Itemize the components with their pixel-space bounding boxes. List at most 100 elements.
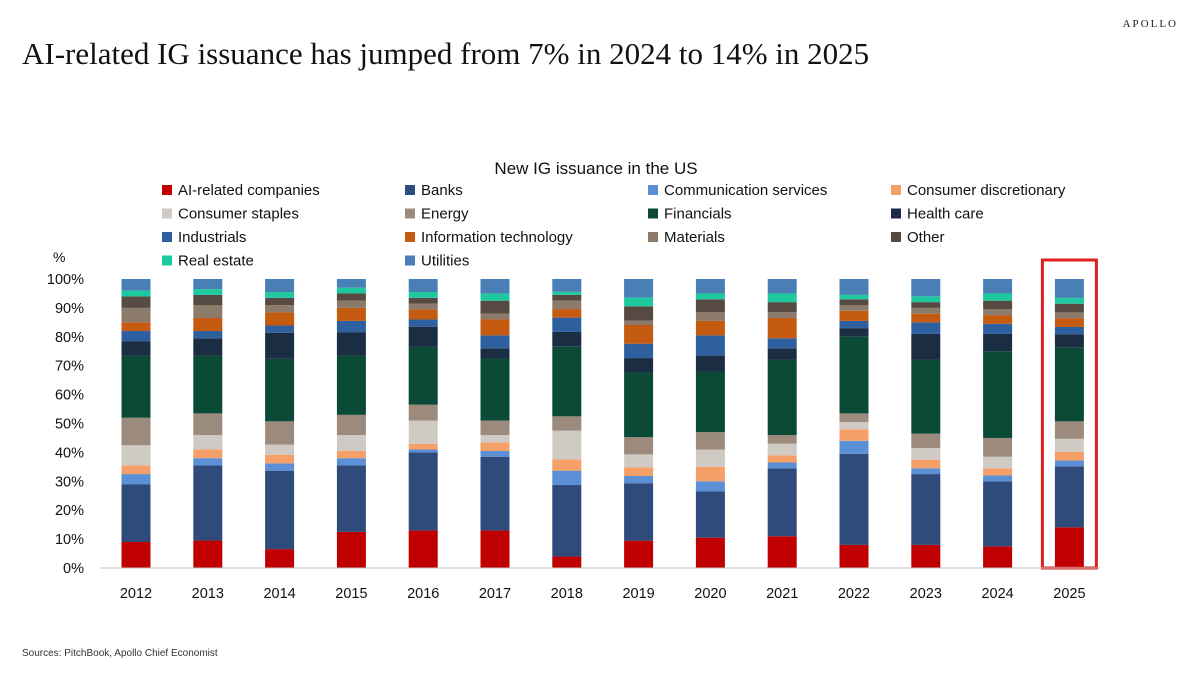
bar-segment bbox=[336, 279, 366, 288]
legend-label: Information technology bbox=[421, 229, 573, 246]
bar-segment bbox=[983, 475, 1013, 482]
legend-item: Information technology bbox=[405, 229, 573, 246]
bar-segment bbox=[265, 463, 295, 471]
bar-segment bbox=[695, 466, 725, 482]
bar-segment bbox=[408, 443, 438, 450]
legend-swatch bbox=[405, 208, 415, 219]
x-tick-label: 2013 bbox=[192, 586, 224, 602]
bar-segment bbox=[265, 358, 295, 422]
bar-segment bbox=[265, 297, 295, 306]
legend-label: Industrials bbox=[178, 229, 246, 246]
bar-segment bbox=[911, 307, 941, 314]
bar-segment bbox=[193, 355, 223, 414]
legend-item: Communication services bbox=[648, 182, 827, 199]
bar-segment bbox=[767, 302, 797, 313]
y-tick-label: 0% bbox=[63, 561, 84, 577]
bar-stack-2024 bbox=[983, 279, 1013, 568]
y-tick-label: 40% bbox=[55, 445, 84, 461]
bar-segment bbox=[336, 458, 366, 466]
y-tick-label: 70% bbox=[55, 359, 84, 375]
bar-segment bbox=[695, 293, 725, 300]
bar-segment bbox=[193, 318, 223, 332]
legend-label: AI-related companies bbox=[178, 182, 320, 199]
x-tick-label: 2023 bbox=[910, 586, 942, 602]
bar-segment bbox=[193, 540, 223, 568]
bar-segment bbox=[336, 435, 366, 451]
bar-segment bbox=[480, 456, 510, 531]
bar-segment bbox=[193, 279, 223, 290]
bar-segment bbox=[552, 430, 582, 460]
bar-segment bbox=[193, 305, 223, 319]
bar-segment bbox=[480, 435, 510, 443]
bar-segment bbox=[839, 413, 869, 423]
bar-segment bbox=[983, 468, 1013, 476]
bar-segment bbox=[767, 435, 797, 444]
bar-segment bbox=[695, 320, 725, 336]
bar-segment bbox=[121, 331, 151, 342]
bar-segment bbox=[336, 332, 366, 356]
bar-segment bbox=[480, 530, 510, 568]
legend-label: Real estate bbox=[178, 253, 254, 270]
bar-segment bbox=[552, 331, 582, 347]
bar-segment bbox=[193, 413, 223, 436]
bar-segment bbox=[193, 449, 223, 459]
bar-segment bbox=[695, 312, 725, 321]
bar-segment bbox=[480, 348, 510, 359]
bar-segment bbox=[695, 335, 725, 356]
bar-segment bbox=[121, 279, 151, 291]
bar-stack-2020 bbox=[695, 279, 725, 568]
bar-segment bbox=[552, 294, 582, 301]
bar-segment bbox=[121, 290, 151, 297]
bar-segment bbox=[911, 459, 941, 469]
x-tick-label: 2012 bbox=[120, 586, 152, 602]
bar-segment bbox=[983, 351, 1013, 438]
y-tick-label: 30% bbox=[55, 474, 84, 490]
bar-segment bbox=[983, 315, 1013, 324]
bar-segment bbox=[480, 300, 510, 314]
x-axis: 2012 2013 2014 2015 2016 2017 2018 2019 2020 2021… bbox=[120, 586, 1086, 602]
bar-segment bbox=[983, 481, 1013, 547]
bar-segment bbox=[336, 465, 366, 532]
legend-label: Energy bbox=[421, 206, 469, 223]
bar-segment bbox=[624, 297, 654, 307]
x-tick-label: 2019 bbox=[622, 586, 654, 602]
bar-segment bbox=[121, 445, 151, 466]
bar-segment bbox=[1054, 318, 1084, 327]
bar-segment bbox=[839, 294, 869, 300]
bar-segment bbox=[983, 333, 1013, 352]
bar-segment bbox=[1054, 460, 1084, 467]
x-tick-label: 2016 bbox=[407, 586, 439, 602]
bar-segment bbox=[193, 435, 223, 450]
legend-swatch bbox=[162, 255, 172, 266]
bar-stack-2018 bbox=[552, 279, 582, 568]
bar-stack-2017 bbox=[480, 279, 510, 568]
bar-segment bbox=[336, 307, 366, 321]
bar-segment bbox=[624, 454, 654, 468]
bar-segment bbox=[911, 279, 941, 297]
bar-segment bbox=[695, 371, 725, 433]
bar-segment bbox=[983, 323, 1013, 334]
bar-segment bbox=[1054, 438, 1084, 452]
bar-stack-2016 bbox=[408, 279, 438, 568]
bar-segment bbox=[983, 456, 1013, 469]
bar-segment bbox=[767, 348, 797, 360]
bar-segment bbox=[983, 279, 1013, 294]
bar-segment bbox=[480, 319, 510, 336]
bar-segment bbox=[839, 328, 869, 337]
bar-segment bbox=[336, 450, 366, 459]
x-tick-label: 2020 bbox=[694, 586, 726, 602]
legend-item: Other bbox=[891, 229, 945, 246]
bar-segment bbox=[552, 300, 582, 310]
bar-segment bbox=[624, 372, 654, 438]
bar-segment bbox=[983, 309, 1013, 316]
bar-segment bbox=[911, 433, 941, 449]
bar-segment bbox=[983, 546, 1013, 568]
bar-segment bbox=[408, 346, 438, 405]
y-axis: 0% 10% 20% 30% 40% 50% 60% 70% 80% 90% 100% bbox=[47, 272, 84, 577]
bar-segment bbox=[1054, 466, 1084, 528]
bar-segment bbox=[193, 331, 223, 339]
bar-segment bbox=[839, 429, 869, 441]
bar-segment bbox=[552, 346, 582, 417]
bar-stack-2019 bbox=[624, 279, 654, 568]
bar-segment bbox=[1054, 303, 1084, 313]
